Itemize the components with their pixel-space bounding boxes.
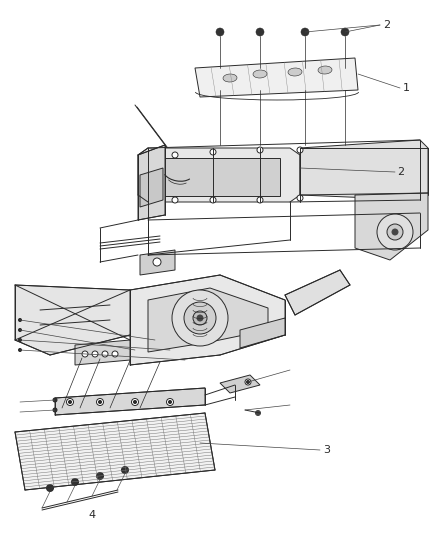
Polygon shape: [140, 168, 163, 207]
Circle shape: [297, 147, 303, 153]
Circle shape: [172, 197, 178, 203]
Circle shape: [216, 28, 224, 36]
Circle shape: [18, 319, 21, 321]
Circle shape: [169, 400, 172, 403]
Circle shape: [134, 400, 137, 403]
Circle shape: [46, 484, 53, 491]
Ellipse shape: [253, 70, 267, 78]
Circle shape: [153, 258, 161, 266]
Polygon shape: [240, 318, 285, 348]
Circle shape: [257, 147, 263, 153]
Text: 2: 2: [397, 167, 404, 177]
Circle shape: [18, 349, 21, 351]
Circle shape: [71, 479, 78, 486]
Text: 3: 3: [323, 445, 330, 455]
Circle shape: [197, 315, 203, 321]
Circle shape: [53, 408, 57, 412]
Polygon shape: [195, 58, 358, 97]
Circle shape: [341, 28, 349, 36]
Ellipse shape: [223, 74, 237, 82]
Circle shape: [166, 399, 173, 406]
Circle shape: [112, 351, 118, 357]
Polygon shape: [140, 250, 175, 275]
Circle shape: [121, 466, 128, 473]
Polygon shape: [15, 285, 130, 355]
Circle shape: [193, 311, 207, 325]
Circle shape: [247, 381, 250, 384]
Circle shape: [99, 400, 102, 403]
Circle shape: [255, 410, 261, 416]
Polygon shape: [15, 413, 215, 490]
Polygon shape: [285, 270, 350, 315]
Circle shape: [387, 224, 403, 240]
Polygon shape: [75, 340, 130, 365]
Polygon shape: [220, 375, 260, 393]
Ellipse shape: [288, 68, 302, 76]
Circle shape: [92, 351, 98, 357]
Circle shape: [131, 399, 138, 406]
Ellipse shape: [318, 66, 332, 74]
Polygon shape: [155, 158, 280, 196]
Polygon shape: [138, 145, 165, 220]
Polygon shape: [148, 288, 268, 352]
Circle shape: [53, 398, 57, 402]
Circle shape: [18, 328, 21, 332]
Circle shape: [67, 399, 74, 406]
Polygon shape: [300, 140, 428, 200]
Circle shape: [210, 149, 216, 155]
Circle shape: [68, 400, 71, 403]
Polygon shape: [355, 193, 428, 260]
Circle shape: [96, 399, 103, 406]
Circle shape: [210, 197, 216, 203]
Circle shape: [377, 214, 413, 250]
Circle shape: [245, 379, 251, 385]
Text: 1: 1: [403, 83, 410, 93]
Circle shape: [297, 195, 303, 201]
Circle shape: [184, 302, 216, 334]
Circle shape: [172, 290, 228, 346]
Circle shape: [172, 152, 178, 158]
Text: 4: 4: [88, 510, 95, 520]
Circle shape: [96, 472, 103, 480]
Circle shape: [82, 351, 88, 357]
Polygon shape: [130, 275, 285, 365]
Polygon shape: [138, 148, 300, 202]
Text: 2: 2: [383, 20, 390, 30]
Circle shape: [257, 197, 263, 203]
Circle shape: [256, 28, 264, 36]
Polygon shape: [55, 388, 205, 415]
Circle shape: [392, 229, 398, 235]
Circle shape: [301, 28, 309, 36]
Circle shape: [18, 338, 21, 342]
Circle shape: [102, 351, 108, 357]
